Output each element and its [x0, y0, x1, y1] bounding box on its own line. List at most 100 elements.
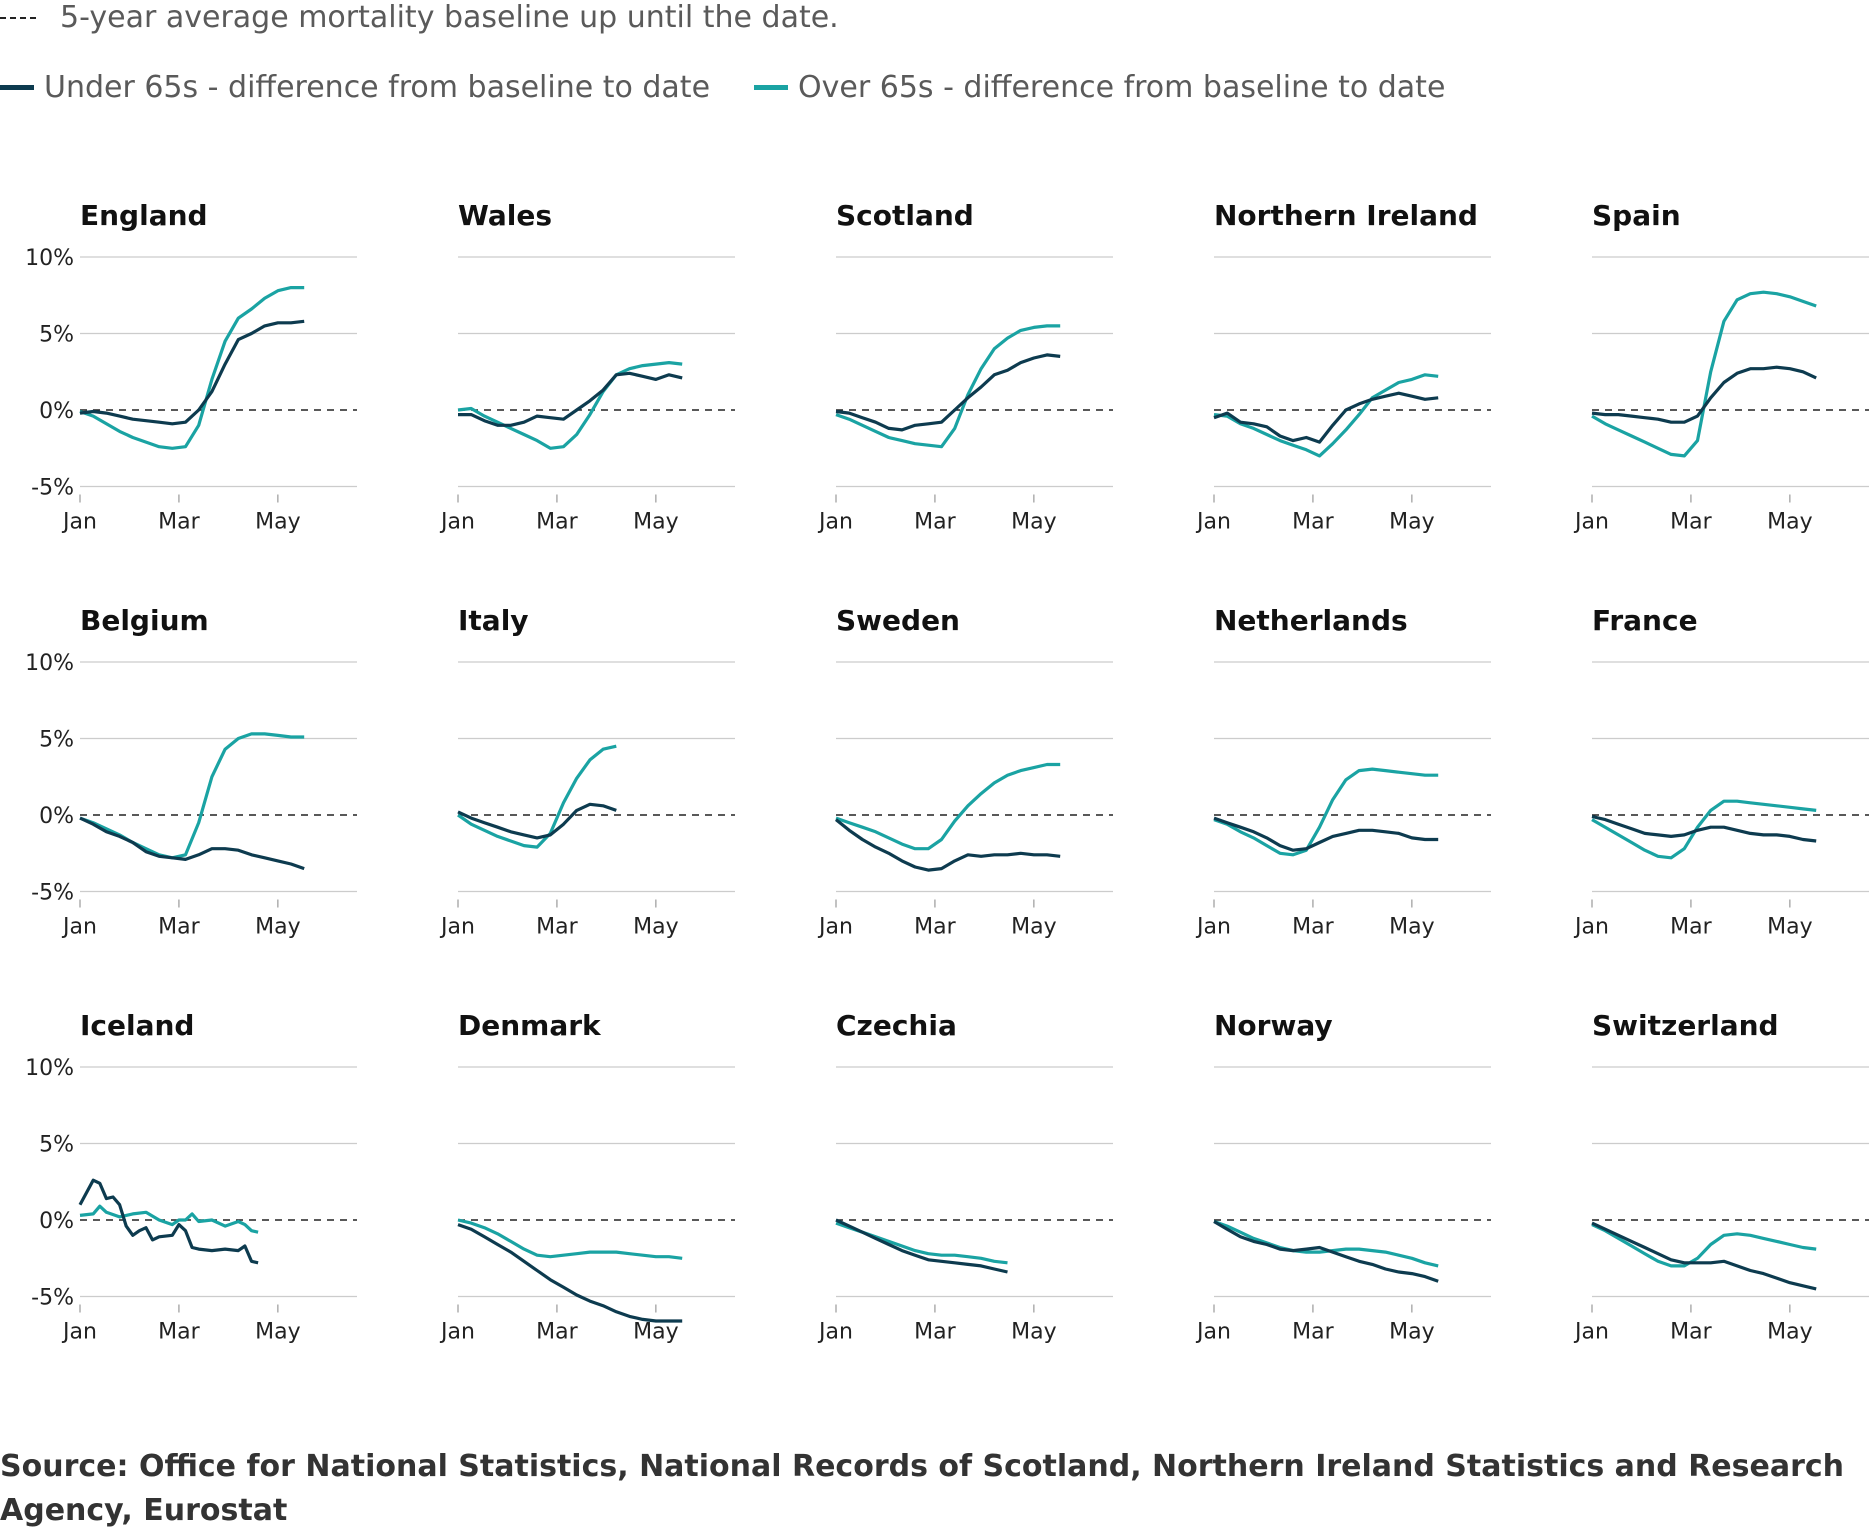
x-tick-label: Jan — [61, 1320, 97, 1345]
under65-line — [1213, 1220, 1439, 1283]
panel-title: Wales — [458, 199, 552, 232]
x-tick-label: Mar — [536, 510, 578, 535]
under65-line — [1591, 1221, 1817, 1291]
panel-title: England — [80, 199, 208, 232]
panel-title: Sweden — [836, 604, 960, 637]
over65-legend-label: Over 65s - difference from baseline to d… — [798, 70, 1446, 105]
over65-line — [1213, 767, 1439, 857]
panel-title: Italy — [458, 604, 529, 637]
x-tick-label: May — [1389, 1320, 1434, 1345]
y-tick-label: 0% — [39, 1209, 74, 1234]
y-tick-label: -5% — [31, 1286, 74, 1311]
x-tick-label: Mar — [1670, 1320, 1712, 1345]
x-tick-label: Jan — [1573, 915, 1609, 940]
panel-title: Czechia — [836, 1009, 957, 1042]
panel-spain: Spain Jan Mar May — [1573, 199, 1869, 535]
y-tick-label: 10% — [25, 1056, 74, 1081]
x-tick-label: May — [1011, 510, 1056, 535]
x-tick-label: May — [1389, 510, 1434, 535]
over65-swatch — [754, 85, 789, 90]
series-legend: Under 65s - difference from baseline to … — [0, 70, 1445, 105]
over65-line — [835, 762, 1061, 851]
y-tick-label: -5% — [31, 476, 74, 501]
over65-line — [1591, 1223, 1817, 1268]
y-tick-label: 0% — [39, 804, 74, 829]
y-tick-label: 5% — [39, 1133, 74, 1158]
panel-czechia: Czechia Jan Mar May — [817, 1009, 1113, 1345]
under65-line — [835, 1218, 1008, 1274]
x-tick-label: May — [1389, 915, 1434, 940]
x-tick-label: Jan — [1195, 1320, 1231, 1345]
x-tick-label: May — [633, 915, 678, 940]
panel-title: Belgium — [80, 604, 209, 637]
y-tick-label: 10% — [25, 246, 74, 271]
x-tick-label: Mar — [1292, 1320, 1334, 1345]
y-tick-label: 5% — [39, 728, 74, 753]
x-tick-label: Jan — [817, 510, 853, 535]
panel-title: Denmark — [458, 1009, 602, 1042]
under65-line — [1213, 391, 1439, 444]
x-tick-label: Mar — [536, 1320, 578, 1345]
x-tick-label: May — [1011, 915, 1056, 940]
panel-denmark: Denmark Jan Mar May — [439, 1009, 735, 1345]
x-tick-label: May — [1767, 510, 1812, 535]
y-tick-label: 10% — [25, 651, 74, 676]
x-tick-label: May — [1767, 915, 1812, 940]
panel-scotland: Scotland Jan Mar May — [817, 199, 1113, 535]
x-tick-label: Mar — [1670, 510, 1712, 535]
over65-line — [1591, 290, 1817, 458]
x-tick-label: Mar — [914, 1320, 956, 1345]
under65-line — [79, 319, 305, 426]
over65-line — [79, 286, 305, 450]
panel-title: Spain — [1592, 199, 1681, 232]
x-tick-label: Jan — [817, 1320, 853, 1345]
x-tick-label: May — [1011, 1320, 1056, 1345]
under65-line — [834, 818, 1061, 872]
over65-line — [1213, 373, 1439, 458]
under65-line — [457, 1223, 683, 1323]
panel-title: Northern Ireland — [1214, 199, 1478, 232]
panel-title: Netherlands — [1214, 604, 1408, 637]
under65-line — [457, 802, 617, 840]
panel-switzerland: Switzerland Jan Mar May — [1573, 1009, 1869, 1345]
x-tick-label: Mar — [536, 915, 578, 940]
under65-legend-label: Under 65s - difference from baseline to … — [44, 70, 711, 105]
x-tick-label: Mar — [158, 915, 200, 940]
x-tick-label: Jan — [1195, 510, 1231, 535]
x-tick-label: Mar — [914, 915, 956, 940]
x-tick-label: Mar — [158, 1320, 200, 1345]
over65-line — [79, 1204, 259, 1234]
x-tick-label: May — [633, 1320, 678, 1345]
x-tick-label: Jan — [439, 915, 475, 940]
x-tick-label: Mar — [158, 510, 200, 535]
over65-line — [457, 361, 683, 450]
x-tick-label: Mar — [1292, 915, 1334, 940]
over65-line — [79, 732, 305, 860]
x-tick-label: Jan — [817, 915, 853, 940]
panel-italy: Italy Jan Mar May — [439, 604, 735, 940]
x-tick-label: Jan — [439, 1320, 475, 1345]
under65-line — [1591, 814, 1817, 843]
panel-title: Scotland — [836, 199, 974, 232]
x-tick-label: Mar — [1670, 915, 1712, 940]
y-tick-label: 0% — [39, 399, 74, 424]
under65-line — [79, 816, 305, 871]
x-tick-label: May — [255, 915, 300, 940]
under65-line — [78, 1178, 259, 1265]
panel-norway: Norway Jan Mar May — [1195, 1009, 1491, 1345]
panel-sweden: Sweden Jan Mar May — [817, 604, 1113, 940]
over65-line — [1591, 799, 1817, 860]
dashed-line-icon — [0, 16, 36, 19]
x-tick-label: May — [1767, 1320, 1812, 1345]
over65-line — [457, 744, 617, 849]
baseline-legend: 5-year average mortality baseline up unt… — [0, 0, 839, 35]
panel-title: France — [1592, 604, 1698, 637]
x-tick-label: Jan — [61, 510, 97, 535]
over65-line — [457, 1218, 683, 1260]
x-tick-label: May — [633, 510, 678, 535]
y-tick-label: 5% — [39, 323, 74, 348]
under65-line — [1591, 365, 1817, 424]
